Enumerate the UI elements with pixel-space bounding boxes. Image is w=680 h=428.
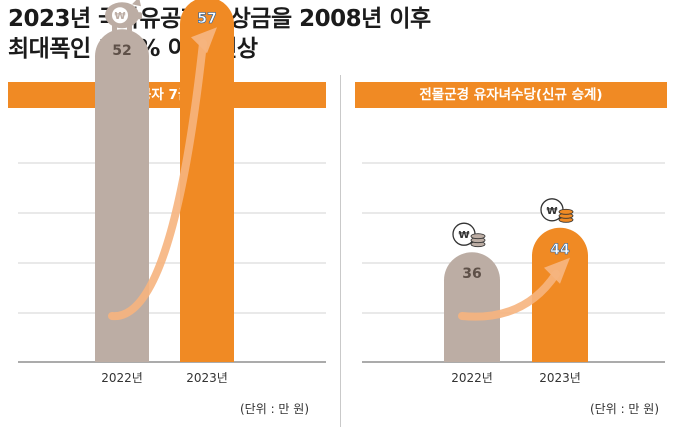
won-coin [112, 7, 128, 24]
right-coin-stack-icon-2: ₩ [540, 198, 574, 223]
right-panel-header: 전몰군경 유자녀수당(신규 승계) [355, 82, 667, 108]
left-value-label-2: 57 [197, 11, 216, 27]
left-value-label-1: 52 [112, 43, 131, 59]
right-value-label-1: 36 [462, 266, 481, 282]
piggy-leg [112, 24, 117, 32]
right-growth-arrow [458, 269, 560, 321]
right-bar-1 [444, 252, 500, 362]
piggy-leg [127, 24, 132, 32]
right-value-label-2: 44 [550, 242, 570, 258]
coin-stack [470, 233, 486, 240]
left-growth-arrow-head [191, 27, 217, 54]
won-symbol: ₩ [114, 11, 125, 22]
left-category-label-2: 2023년 [186, 371, 228, 385]
right-category-label-1: 2022년 [451, 371, 493, 385]
right-unit-note: (단위 : 만 원) [590, 402, 660, 416]
won-symbol: ₩ [546, 206, 557, 217]
left-category-label-1: 2022년 [101, 371, 143, 385]
won-symbol: ₩ [458, 230, 469, 241]
piggy-body [105, 2, 139, 29]
left-unit-note: (단위 : 만 원) [240, 402, 310, 416]
left-piggy-bank-icon-1: ₩₩ [105, 0, 142, 32]
coin-stack [558, 208, 574, 215]
right-growth-arrow-head [544, 257, 570, 284]
left-bar-1 [95, 29, 149, 362]
left-growth-arrow [108, 39, 207, 321]
piggy-snout [136, 12, 142, 20]
right-bar-2 [532, 227, 588, 362]
left-bar-2 [180, 0, 234, 362]
piggy-ear [132, 0, 141, 7]
right-coin-stack-icon-1: ₩ [452, 222, 486, 248]
right-chart-title: 전몰군경 유자녀수당(신규 승계) [355, 82, 667, 108]
right-category-label-2: 2023년 [539, 371, 581, 385]
panel-divider [340, 75, 341, 427]
